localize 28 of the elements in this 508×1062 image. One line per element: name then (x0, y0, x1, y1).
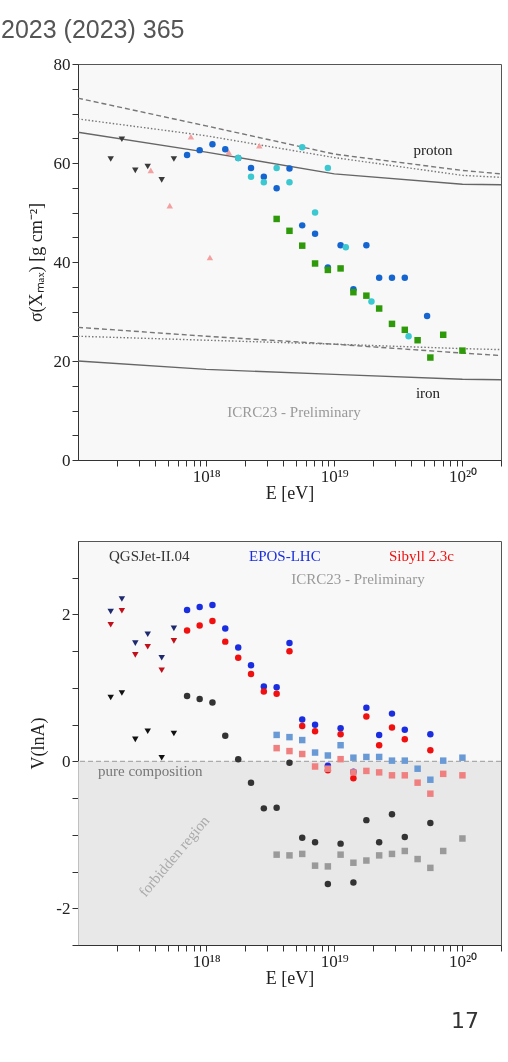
y-axis-title: σ(Xₘₐₓ) [g cm⁻²] (25, 202, 47, 323)
annotation: proton (413, 142, 454, 158)
ref-line-label: pure composition (98, 763, 204, 780)
y-axis-title: V(lnA) (28, 717, 50, 770)
y-tick-label: 60 (53, 153, 71, 173)
text: 17 (451, 1008, 479, 1033)
x-tick-label: 10¹⁸ (192, 951, 221, 971)
y-tick-label: 0 (62, 751, 71, 771)
y-tick-label: 80 (53, 54, 71, 74)
annotation: ICRC23 - Preliminary (227, 404, 362, 420)
x-tick-label: 10¹⁹ (320, 951, 349, 971)
annotation: iron (415, 385, 441, 401)
x-tick-label: 10²⁰ (448, 466, 477, 486)
y-tick-label: -2 (56, 898, 71, 918)
y-tick-label: 2 (62, 604, 71, 624)
x-axis-title: E [eV] (265, 482, 315, 503)
y-tick-label: 0 (62, 450, 71, 470)
text: Sibyll 2.3c (389, 548, 455, 564)
chart-title: 2023 (2023) 365 (1, 15, 185, 43)
y-tick-label: 40 (53, 252, 71, 272)
text: QGSJet-II.04 (109, 548, 190, 564)
annotation: ICRC23 - Preliminary (291, 571, 426, 587)
x-axis-title: E [eV] (265, 967, 315, 988)
text: EPOS-LHC (249, 548, 321, 564)
y-tick-label: 20 (53, 351, 71, 371)
x-tick-label: 10¹⁹ (320, 466, 349, 486)
x-tick-label: 10²⁰ (448, 951, 477, 971)
x-tick-label: 10¹⁸ (192, 466, 221, 486)
